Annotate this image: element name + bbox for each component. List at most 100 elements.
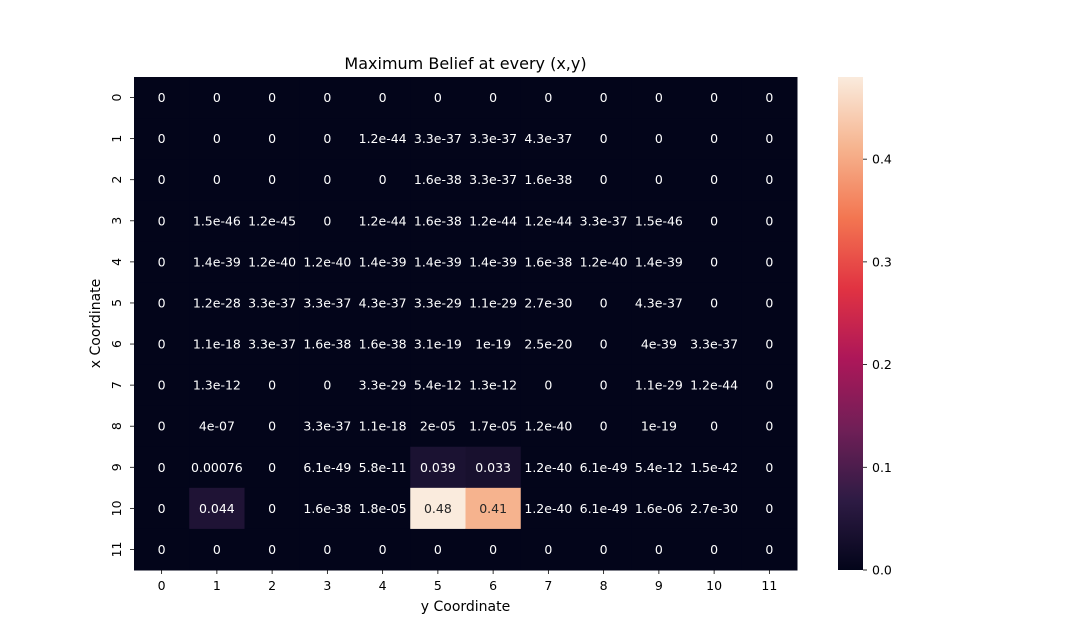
cell-value-label: 0 [158, 90, 166, 105]
heatmap-cell [410, 446, 466, 489]
cell-value-label: 0 [544, 90, 552, 105]
cell-value-label: 1.2e-44 [524, 213, 572, 228]
cell-value-label: 0 [158, 131, 166, 146]
heatmap-cell [355, 159, 411, 201]
heatmap-cell [410, 282, 466, 324]
cell-value-label: 1.2e-44 [359, 213, 407, 228]
x-tick-label: 11 [761, 578, 777, 593]
x-tick-label: 8 [600, 578, 608, 593]
cell-value-label: 0 [268, 90, 276, 105]
heatmap-cell [741, 487, 798, 530]
cell-value-label: 1.2e-40 [248, 254, 296, 269]
cell-value-label: 4.3e-37 [359, 295, 407, 310]
cell-value-label: 4.3e-37 [635, 295, 683, 310]
heatmap-cell [410, 118, 466, 160]
cell-value-label: 0 [600, 419, 608, 434]
colorbar-tick-label: 0.2 [872, 357, 892, 372]
heatmap-cell [134, 528, 190, 571]
heatmap-cell [299, 118, 356, 160]
heatmap-cell [134, 323, 190, 366]
cell-value-label: 0 [213, 90, 221, 105]
heatmap-cell [576, 487, 632, 530]
cell-value-label: 1.7e-05 [469, 419, 517, 434]
cell-value-label: 0 [710, 254, 718, 269]
heatmap-cell [631, 200, 687, 242]
heatmap-cell [134, 282, 190, 324]
heatmap-cell [686, 241, 743, 283]
heatmap-cell [686, 118, 743, 160]
cell-value-label: 1.2e-44 [359, 131, 407, 146]
heatmap-cell [189, 487, 245, 530]
heatmap-cell [244, 405, 301, 448]
heatmap-cell [189, 364, 245, 407]
cell-value-label: 0.044 [199, 501, 235, 516]
heatmap-cell [299, 77, 356, 119]
heatmap-cell [355, 364, 411, 407]
heatmap-cell [244, 487, 301, 530]
cell-value-label: 0.033 [475, 460, 511, 475]
cell-value-label: 0 [268, 419, 276, 434]
colorbar-tick-label: 0.0 [872, 563, 892, 578]
cell-value-label: 2.7e-30 [690, 501, 738, 516]
heatmap-cell [741, 241, 798, 283]
cell-value-label: 1.1e-18 [193, 337, 241, 352]
cell-value-label: 0 [323, 90, 331, 105]
cell-value-label: 0 [268, 542, 276, 557]
heatmap-cell [520, 159, 577, 201]
cell-value-label: 0 [710, 172, 718, 187]
heatmap-cell [631, 77, 687, 119]
cell-value-label: 4e-07 [199, 419, 235, 434]
x-tick-label: 5 [434, 578, 442, 593]
heatmap-cell [741, 159, 798, 201]
cell-value-label: 0 [710, 90, 718, 105]
y-tick-label: 3 [109, 217, 124, 225]
heatmap-cell [631, 241, 687, 283]
cell-value-label: 3.3e-37 [248, 337, 296, 352]
cell-value-label: 0 [268, 378, 276, 393]
cell-value-label: 6.1e-49 [303, 460, 351, 475]
heatmap-cell [355, 118, 411, 160]
heatmap-cell [631, 118, 687, 160]
cell-value-label: 0 [323, 213, 331, 228]
heatmap-cell [741, 77, 798, 119]
heatmap-cell [189, 528, 245, 571]
heatmap-cell [134, 159, 190, 201]
heatmap-cell [576, 405, 632, 448]
x-tick-label: 3 [323, 578, 331, 593]
cell-value-label: 0 [544, 542, 552, 557]
heatmap-cell [741, 118, 798, 160]
heatmap-cell [134, 77, 190, 119]
heatmap-cell [520, 446, 577, 489]
heatmap-cell [189, 323, 245, 366]
cell-value-label: 0 [268, 501, 276, 516]
x-tick-label: 6 [489, 578, 497, 593]
cell-value-label: 0 [765, 90, 773, 105]
heatmap-cell [686, 405, 743, 448]
heatmap-cell [686, 77, 743, 119]
heatmap-cell [465, 118, 522, 160]
heatmap-cell [741, 200, 798, 242]
cell-value-label: 1.2e-45 [248, 213, 296, 228]
x-axis-label: y Coordinate [421, 599, 510, 615]
heatmap-cell [686, 364, 743, 407]
heatmap-cell [741, 446, 798, 489]
heatmap-cell [576, 77, 632, 119]
heatmap-cell [244, 446, 301, 489]
colorbar-tick-label: 0.1 [872, 460, 892, 475]
heatmap-cell [741, 323, 798, 366]
cell-value-label: 0 [765, 460, 773, 475]
cell-value-label: 0.48 [424, 501, 452, 516]
cell-value-label: 1.4e-39 [469, 254, 517, 269]
cell-value-label: 5.4e-12 [414, 378, 462, 393]
cell-value-label: 1.2e-40 [524, 419, 572, 434]
heatmap-cell [134, 405, 190, 448]
cell-value-label: 0 [765, 419, 773, 434]
y-tick-label: 6 [109, 340, 124, 348]
heatmap-cell [189, 118, 245, 160]
cell-value-label: 0 [323, 378, 331, 393]
heatmap-cell [576, 282, 632, 324]
cell-value-label: 3.3e-37 [469, 131, 517, 146]
cell-value-label: 1.2e-44 [469, 213, 517, 228]
cell-value-label: 0 [710, 213, 718, 228]
cell-value-label: 3.3e-37 [248, 295, 296, 310]
